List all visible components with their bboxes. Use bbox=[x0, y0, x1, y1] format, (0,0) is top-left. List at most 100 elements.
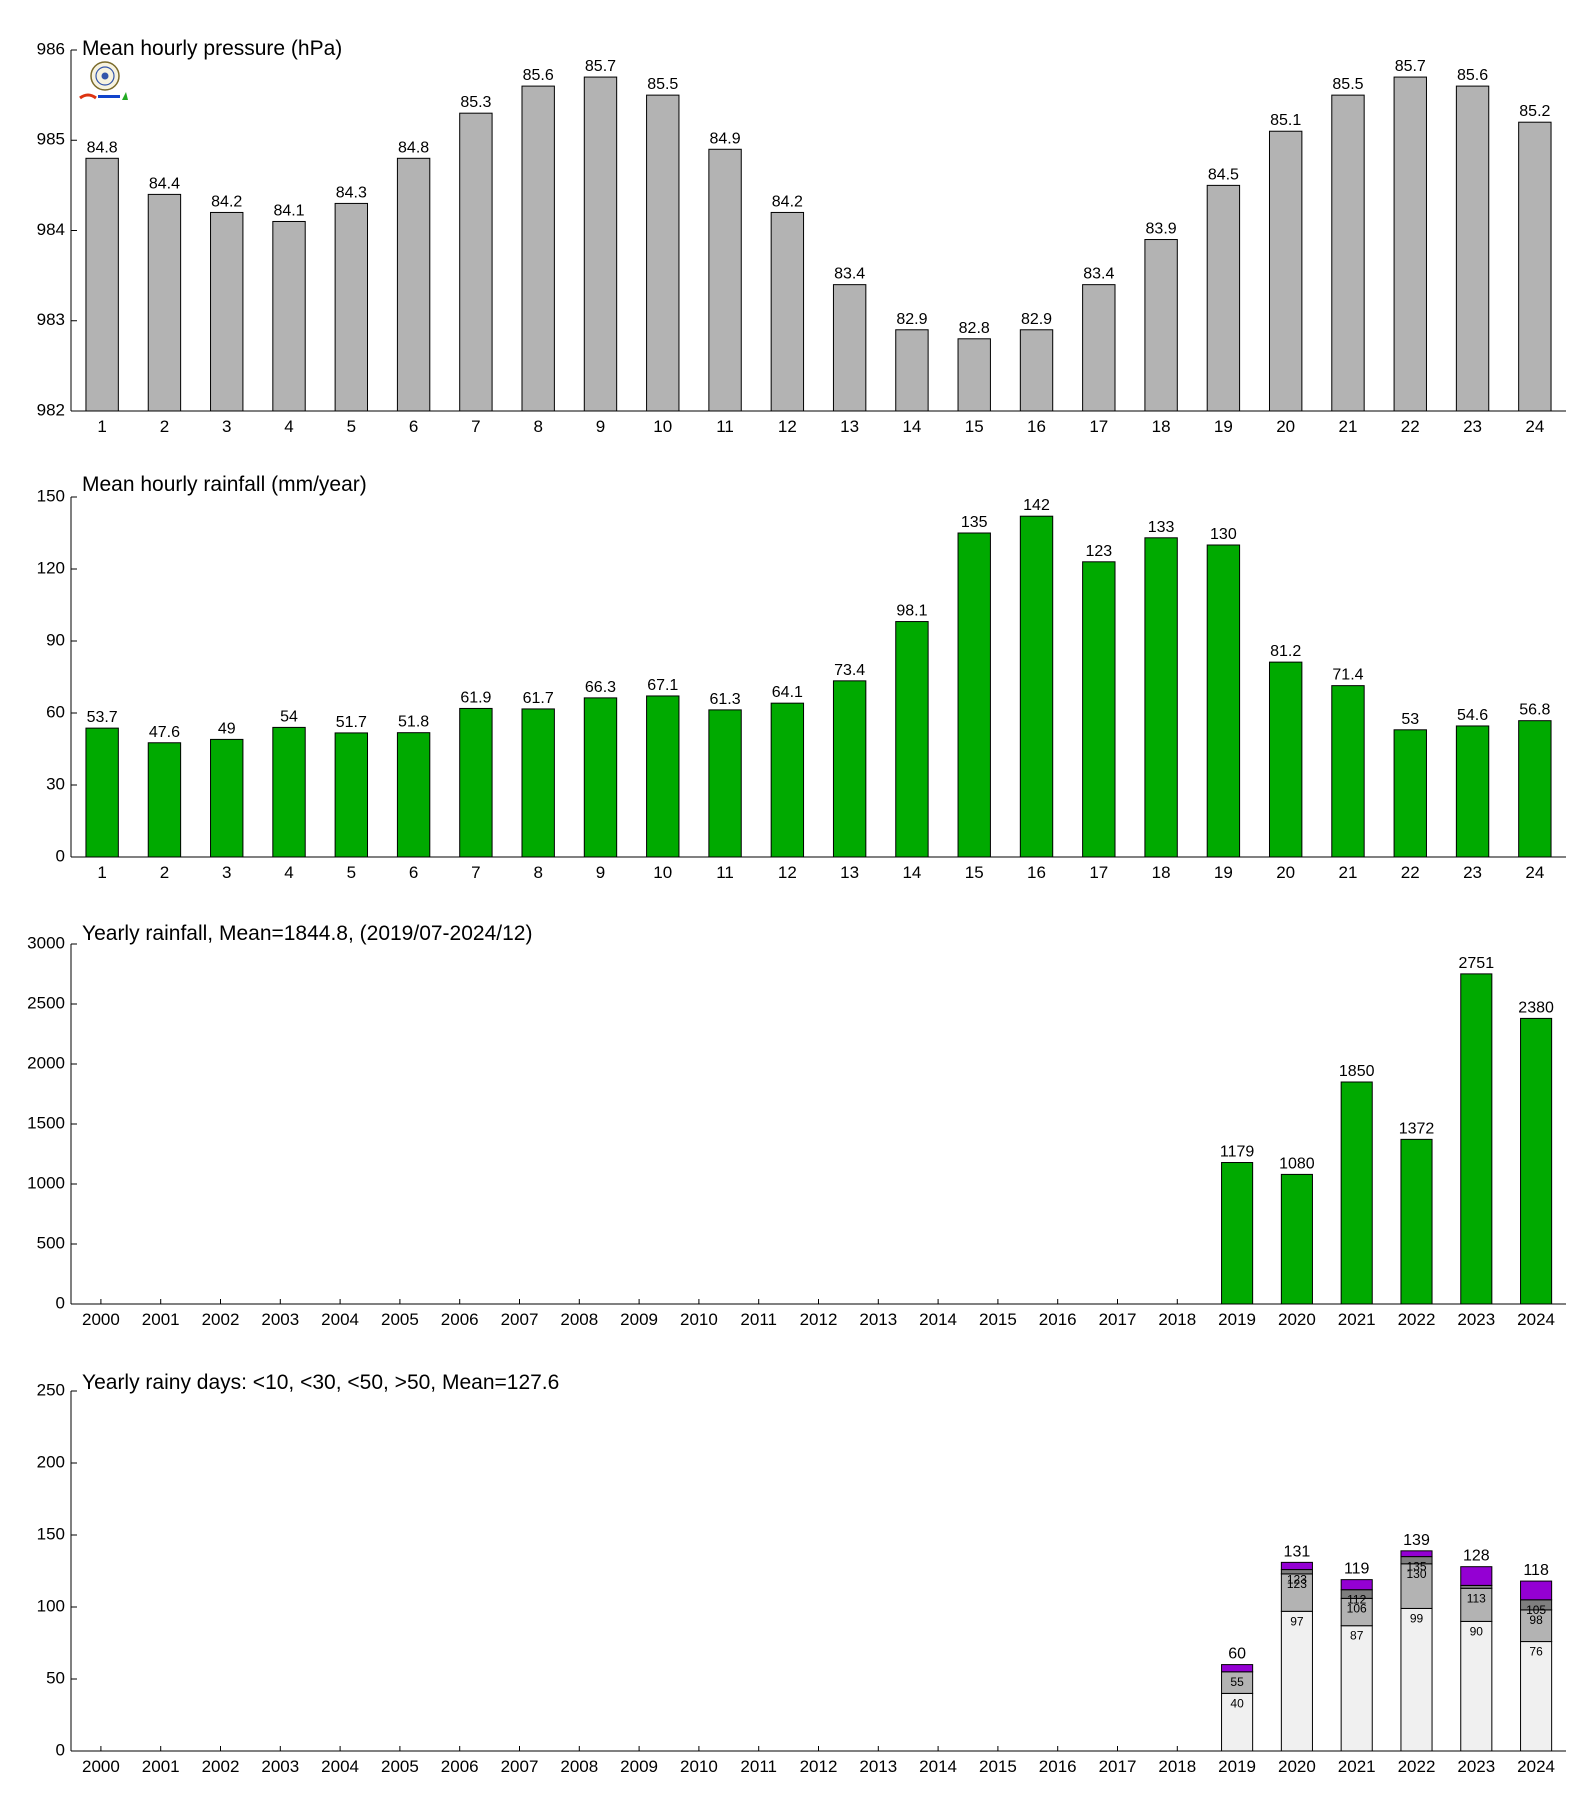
bar bbox=[1518, 720, 1552, 858]
x-tick-label: 2015 bbox=[979, 1757, 1017, 1776]
segment-value-label: 55 bbox=[1230, 1675, 1244, 1689]
bar bbox=[1082, 284, 1116, 412]
y-tick-label: 1000 bbox=[27, 1173, 65, 1192]
bar bbox=[1455, 725, 1490, 858]
bar-value-label: 51.7 bbox=[336, 714, 367, 731]
bar-value-label: 47.6 bbox=[149, 724, 180, 741]
bar-value-label: 2380 bbox=[1518, 999, 1554, 1016]
bar bbox=[895, 329, 929, 412]
bar bbox=[521, 85, 555, 412]
bar-value-label: 85.2 bbox=[1519, 103, 1550, 120]
bar bbox=[272, 726, 306, 858]
bar-value-label: 84.8 bbox=[87, 139, 118, 156]
bar bbox=[1268, 130, 1303, 412]
bar bbox=[1206, 544, 1241, 858]
bar-value-label: 71.4 bbox=[1332, 667, 1363, 684]
yearly-rainfall-plot-area: 0 500 1000 1500 2000 2500 3000 2000 2001 2002 2003… bbox=[27, 933, 1566, 1329]
bar-value-label: 85.1 bbox=[1270, 112, 1301, 129]
y-tick-label: 0 bbox=[56, 1740, 65, 1759]
x-tick-label: 2004 bbox=[321, 1757, 359, 1776]
x-tick-label: 2010 bbox=[680, 1310, 718, 1329]
bar-total-label: 119 bbox=[1344, 1561, 1370, 1578]
x-tick-label: 2020 bbox=[1278, 1310, 1316, 1329]
bar-value-label: 142 bbox=[1023, 497, 1050, 514]
x-tick-label: 2018 bbox=[1158, 1310, 1196, 1329]
bar-value-label: 85.6 bbox=[1457, 67, 1488, 84]
x-tick-label: 2018 bbox=[1158, 1757, 1196, 1776]
x-tick-label: 19 bbox=[1214, 417, 1233, 436]
bar bbox=[272, 220, 306, 412]
rainy-days-chart: Yearly rainy days: <10, <30, <50, >50, M… bbox=[37, 1371, 1566, 1776]
hourly-rainfall-chart: Mean hourly rainfall (mm/year) 030609012… bbox=[37, 473, 1566, 882]
bar bbox=[334, 732, 369, 858]
bar bbox=[708, 148, 742, 412]
bar bbox=[147, 742, 182, 858]
x-tick-label: 2001 bbox=[142, 1757, 180, 1776]
x-tick-label: 9 bbox=[596, 863, 605, 882]
x-tick-label: 19 bbox=[1214, 863, 1233, 882]
bar-value-label: 49 bbox=[218, 720, 236, 737]
segment-value-label: 99 bbox=[1410, 1611, 1424, 1625]
x-tick-label: 2021 bbox=[1338, 1310, 1376, 1329]
x-tick-label: 2021 bbox=[1338, 1757, 1376, 1776]
stacked-bar-segment bbox=[1340, 1579, 1373, 1591]
bar-value-label: 1179 bbox=[1220, 1144, 1255, 1161]
bar bbox=[770, 211, 805, 412]
x-tick-label: 14 bbox=[902, 417, 921, 436]
stacked-bar-segment bbox=[1280, 1573, 1313, 1612]
bar bbox=[895, 621, 929, 858]
bar-value-label: 61.7 bbox=[523, 690, 554, 707]
bar bbox=[1331, 685, 1365, 858]
x-tick-label: 2014 bbox=[919, 1757, 957, 1776]
y-tick-label: 983 bbox=[37, 310, 65, 329]
x-tick-label: 15 bbox=[965, 863, 984, 882]
bar bbox=[1393, 729, 1427, 858]
bar-value-label: 51.8 bbox=[398, 714, 429, 731]
bar-value-label: 1080 bbox=[1279, 1155, 1315, 1172]
stacked-bar-segment bbox=[1221, 1664, 1254, 1673]
stacked-bar-segment bbox=[1460, 1587, 1493, 1622]
y-tick-label: 0 bbox=[56, 846, 65, 865]
x-tick-label: 2000 bbox=[82, 1310, 120, 1329]
bar bbox=[459, 112, 493, 412]
bar bbox=[770, 702, 805, 858]
bar bbox=[646, 94, 680, 412]
x-tick-label: 2013 bbox=[859, 1310, 897, 1329]
bar bbox=[708, 709, 742, 858]
segment-value-label: 112 bbox=[1347, 1593, 1366, 1607]
x-tick-label: 2022 bbox=[1398, 1757, 1436, 1776]
bar-value-label: 85.6 bbox=[523, 67, 554, 84]
x-tick-label: 2023 bbox=[1457, 1757, 1495, 1776]
x-tick-label: 2019 bbox=[1218, 1757, 1256, 1776]
bar bbox=[1144, 537, 1178, 858]
bar-total-label: 139 bbox=[1403, 1532, 1430, 1549]
y-tick-label: 100 bbox=[37, 1596, 65, 1615]
rainy-days-plot-area: 0 50 100 150 200 250 2000 2001 2002 2003 2004 2005 2… bbox=[37, 1380, 1566, 1776]
segment-value-label: 90 bbox=[1470, 1624, 1484, 1638]
x-tick-label: 2024 bbox=[1517, 1310, 1555, 1329]
x-tick-label: 2017 bbox=[1099, 1757, 1137, 1776]
x-tick-label: 2003 bbox=[261, 1310, 299, 1329]
x-tick-label: 5 bbox=[347, 863, 356, 882]
bar bbox=[1340, 1081, 1373, 1305]
x-tick-label: 7 bbox=[471, 863, 480, 882]
x-tick-label: 16 bbox=[1027, 863, 1046, 882]
bar-value-label: 84.9 bbox=[709, 130, 740, 147]
bar-total-label: 60 bbox=[1228, 1646, 1246, 1663]
x-tick-label: 2024 bbox=[1517, 1757, 1555, 1776]
bar-value-label: 83.4 bbox=[834, 266, 865, 283]
bar-value-label: 81.2 bbox=[1270, 643, 1301, 660]
x-tick-label: 22 bbox=[1401, 863, 1420, 882]
bar-value-label: 98.1 bbox=[896, 603, 927, 620]
segment-value-label: 106 bbox=[1347, 1601, 1367, 1615]
y-tick-label: 2000 bbox=[27, 1053, 65, 1072]
y-tick-label: 1500 bbox=[27, 1113, 65, 1132]
bar bbox=[583, 697, 618, 858]
segment-value-label: 135 bbox=[1406, 1560, 1426, 1574]
bar bbox=[1221, 1162, 1254, 1305]
stacked-bar-segment bbox=[1400, 1607, 1433, 1752]
bar bbox=[832, 284, 867, 412]
x-tick-label: 4 bbox=[284, 863, 293, 882]
segment-value-label: 130 bbox=[1406, 1567, 1426, 1581]
